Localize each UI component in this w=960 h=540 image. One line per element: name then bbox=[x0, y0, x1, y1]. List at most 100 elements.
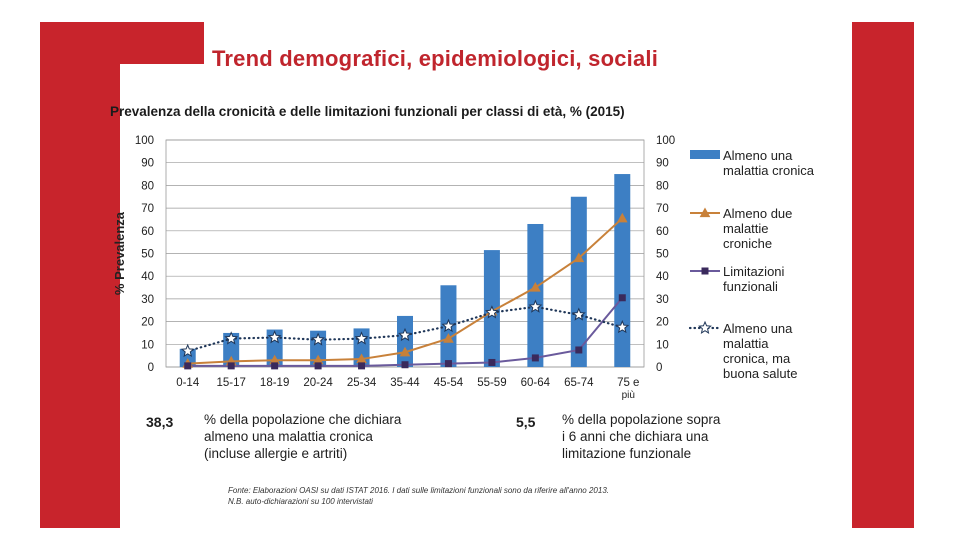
y-tick-label-right: 50 bbox=[656, 249, 669, 261]
x-tick-label: 20-24 bbox=[303, 377, 333, 389]
footnote-note: N.B. auto-dichiarazioni su 100 intervist… bbox=[228, 497, 373, 506]
y-tick-label-right: 100 bbox=[656, 135, 675, 147]
bar bbox=[570, 196, 587, 367]
point-limitazioni bbox=[531, 354, 539, 362]
point-buona-salute bbox=[311, 332, 326, 346]
y-tick-label-left: 20 bbox=[141, 317, 154, 329]
x-tick-label: 35-44 bbox=[390, 377, 420, 389]
legend-label: cronica, ma bbox=[723, 351, 791, 366]
y-tick-label-left: 60 bbox=[141, 226, 154, 238]
y-tick-label-left: 80 bbox=[141, 180, 154, 192]
legend-swatch-bar bbox=[690, 150, 720, 159]
bar bbox=[614, 174, 631, 367]
legend-label: Almeno due bbox=[723, 206, 792, 221]
point-almeno-due bbox=[443, 333, 454, 343]
point-limitazioni bbox=[358, 362, 366, 370]
legend-label: Almeno una bbox=[723, 321, 793, 336]
y-tick-label-right: 70 bbox=[656, 203, 669, 215]
point-buona-salute bbox=[615, 320, 630, 334]
point-buona-salute bbox=[267, 330, 282, 344]
y-tick-label-right: 30 bbox=[656, 294, 669, 306]
y-tick-label-left: 0 bbox=[148, 362, 154, 374]
y-tick-label-left: 90 bbox=[141, 158, 154, 170]
point-buona-salute bbox=[571, 307, 586, 321]
x-tick-label: 75 e bbox=[617, 377, 639, 389]
point-almeno-due bbox=[616, 212, 628, 223]
chart-subtitle: Prevalenza della cronicità e delle limit… bbox=[110, 104, 625, 119]
x-tick-label: più bbox=[622, 390, 635, 401]
y-tick-label-right: 60 bbox=[656, 226, 669, 238]
bar bbox=[397, 315, 413, 367]
x-tick-label: 55-59 bbox=[477, 377, 506, 389]
y-tick-label-right: 90 bbox=[656, 158, 669, 170]
page-title: Trend demografici, epidemiologici, socia… bbox=[212, 46, 659, 71]
point-buona-salute bbox=[180, 343, 195, 358]
legend-marker-triangle bbox=[699, 207, 711, 218]
point-limitazioni bbox=[227, 362, 235, 370]
stat-text-limitation: % della popolazione sopra i 6 anni che d… bbox=[562, 411, 720, 462]
chart: 0 0 10 10 20 20 30 30 40 40 50 50 60 60 70 70 80 80 90 90 10… bbox=[112, 135, 815, 401]
point-limitazioni bbox=[184, 362, 192, 370]
point-limitazioni bbox=[575, 346, 583, 354]
point-buona-salute bbox=[528, 299, 543, 313]
y-tick-label-right: 0 bbox=[656, 362, 662, 374]
x-tick-label: 45-54 bbox=[434, 377, 464, 389]
legend-label: malattia cronica bbox=[723, 163, 815, 178]
left-red-band-side bbox=[40, 22, 120, 528]
bar bbox=[223, 332, 240, 367]
point-limitazioni bbox=[444, 360, 452, 368]
x-tick-label: 15-17 bbox=[216, 377, 245, 389]
legend-label: Limitazioni bbox=[723, 264, 785, 279]
point-limitazioni bbox=[618, 294, 626, 302]
y-tick-label-right: 80 bbox=[656, 180, 669, 192]
bar bbox=[266, 329, 283, 367]
point-limitazioni bbox=[271, 362, 279, 370]
point-almeno-due bbox=[399, 346, 411, 357]
point-limitazioni bbox=[314, 362, 322, 370]
y-tick-label-left: 40 bbox=[141, 271, 154, 283]
stat-text-line: i 6 anni che dichiara una bbox=[562, 429, 709, 444]
legend-marker-star bbox=[698, 320, 712, 334]
point-buona-salute bbox=[398, 327, 412, 342]
y-tick-label-right: 10 bbox=[656, 339, 669, 351]
stat-value-chronic: 38,3 bbox=[146, 414, 174, 430]
footnote-source: Fonte: Elaborazioni OASI su dati ISTAT 2… bbox=[228, 486, 609, 495]
y-tick-label-left: 100 bbox=[135, 135, 154, 147]
stat-text-chronic: % della popolazione che dichiara almeno … bbox=[204, 411, 401, 462]
stat-value-limitation: 5,5 bbox=[516, 414, 536, 430]
legend-label: buona salute bbox=[723, 366, 797, 381]
y-tick-label-left: 50 bbox=[141, 249, 154, 261]
legend-label: croniche bbox=[723, 236, 772, 251]
point-buona-salute bbox=[441, 318, 456, 333]
right-red-band bbox=[852, 22, 914, 528]
point-limitazioni bbox=[401, 361, 409, 369]
point-buona-salute bbox=[224, 331, 239, 345]
y-axis-title: % Prevalenza bbox=[112, 211, 127, 295]
legend-label: malattie bbox=[723, 221, 769, 236]
legend-label: Almeno una bbox=[723, 148, 793, 163]
point-buona-salute bbox=[484, 305, 499, 319]
x-tick-label: 18-19 bbox=[260, 377, 289, 389]
bar bbox=[527, 223, 544, 367]
stat-text-line: % della popolazione sopra bbox=[562, 412, 721, 427]
y-tick-label-left: 70 bbox=[141, 203, 154, 215]
point-limitazioni bbox=[488, 358, 496, 366]
stat-text-line: (incluse allergie e artriti) bbox=[204, 446, 348, 461]
x-tick-label: 0-14 bbox=[176, 377, 200, 389]
x-tick-label: 65-74 bbox=[564, 377, 594, 389]
stat-text-line: limitazione funzionale bbox=[562, 446, 692, 461]
point-almeno-due bbox=[530, 282, 541, 292]
x-tick-label: 25-34 bbox=[347, 377, 377, 389]
point-buona-salute bbox=[354, 331, 369, 345]
x-tick-label: 60-64 bbox=[521, 377, 551, 389]
stat-text-line: almeno una malattia cronica bbox=[204, 429, 373, 444]
legend-marker-square bbox=[701, 267, 709, 275]
legend-label: funzionali bbox=[723, 279, 778, 294]
y-tick-label-left: 10 bbox=[141, 339, 154, 351]
y-tick-label-right: 40 bbox=[656, 271, 669, 283]
y-tick-label-right: 20 bbox=[656, 317, 669, 329]
y-tick-label-left: 30 bbox=[141, 294, 154, 306]
stat-text-line: % della popolazione che dichiara bbox=[204, 412, 402, 427]
point-almeno-due bbox=[573, 252, 585, 263]
legend-label: malattia bbox=[723, 336, 769, 351]
